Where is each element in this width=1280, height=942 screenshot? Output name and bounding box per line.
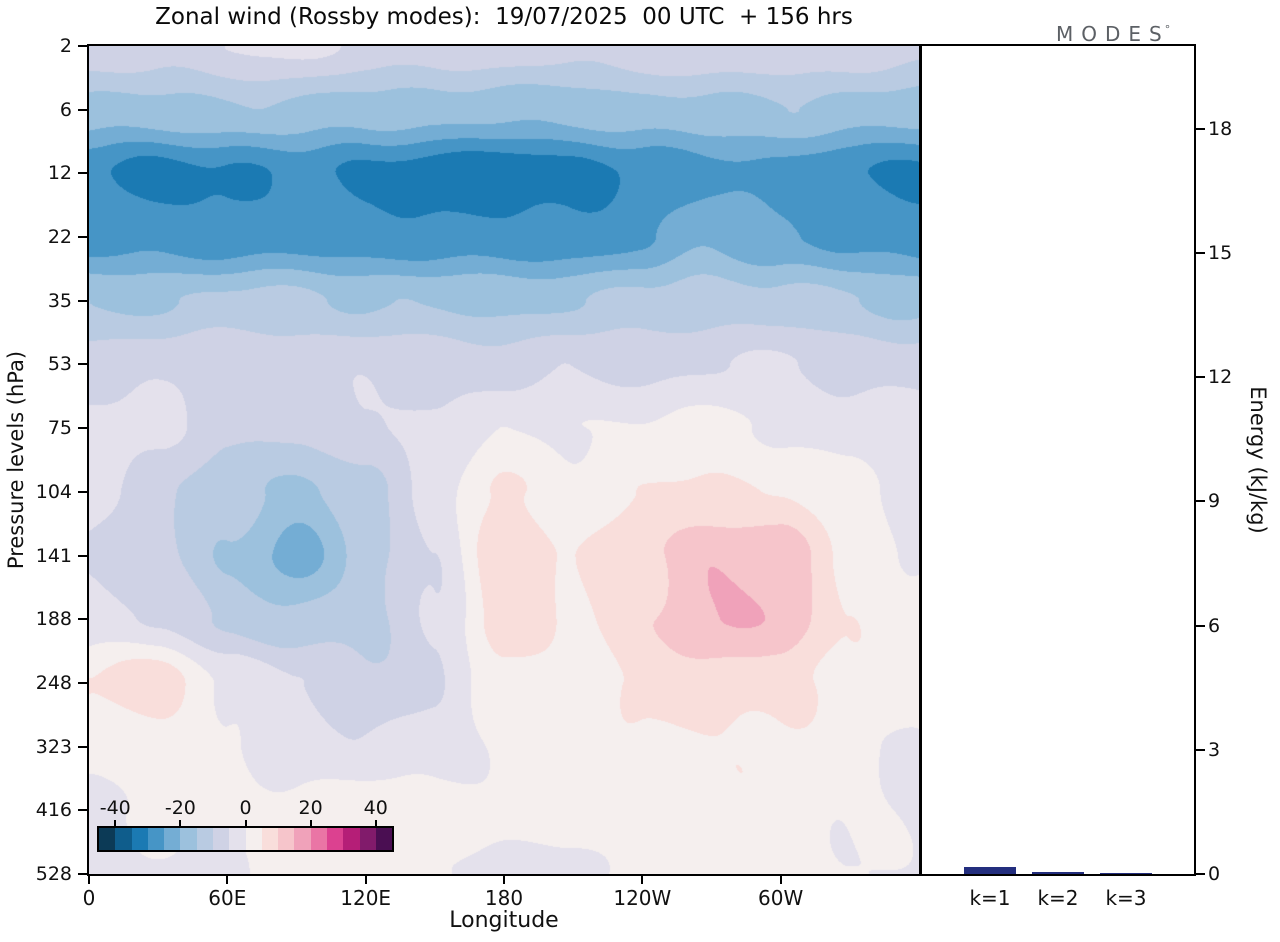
colorbar-cell — [131, 828, 148, 850]
k-label: k=1 — [969, 886, 1011, 910]
longitude-tick-label: 180 — [484, 886, 524, 910]
colorbar-cell — [229, 828, 246, 850]
pressure-tick-mark — [78, 363, 87, 366]
colorbar-cell — [164, 828, 181, 850]
modes-logo: MODES° — [1056, 22, 1170, 46]
energy-tick-label: 6 — [1208, 614, 1221, 637]
pressure-tick-label: 416 — [35, 799, 72, 822]
energy-tick-mark — [1196, 748, 1205, 751]
k-label: k=2 — [1037, 886, 1079, 910]
energy-tick-label: 3 — [1208, 738, 1221, 761]
pressure-tick-label: 6 — [59, 98, 72, 121]
longitude-axis-label: Longitude — [449, 908, 559, 933]
longitude-tick-mark — [503, 876, 505, 884]
colorbar-cell — [326, 828, 344, 850]
pressure-tick-mark — [78, 427, 87, 430]
pressure-tick-label: 12 — [47, 162, 72, 185]
longitude-tick-label: 60W — [758, 886, 804, 910]
pressure-tick-mark — [78, 45, 87, 47]
pressure-tick-mark — [78, 554, 87, 557]
pressure-tick-label: 188 — [35, 608, 72, 631]
longitude-tick-label: 120W — [613, 886, 672, 910]
pressure-tick-mark — [78, 745, 87, 748]
colorbar-cell — [245, 828, 262, 850]
colorbar — [97, 826, 394, 852]
colorbar-cell — [343, 828, 360, 850]
chart-title: Zonal wind (Rossby modes): 19/07/2025 00… — [155, 4, 853, 30]
colorbar-cell — [261, 828, 279, 850]
energy-panel — [920, 44, 1196, 876]
colorbar-cell — [99, 828, 116, 850]
colorbar-cell — [147, 828, 165, 850]
pressure-tick-mark — [78, 809, 87, 812]
pressure-tick-label: 248 — [35, 671, 72, 694]
pressure-tick-label: 35 — [47, 289, 72, 312]
modes-logo-mark: ° — [1164, 23, 1171, 37]
longitude-tick-mark — [364, 876, 367, 884]
longitude-tick-mark — [641, 876, 644, 884]
pressure-tick-mark — [78, 236, 87, 239]
colorbar-cell — [196, 828, 213, 850]
energy-tick-mark — [1196, 252, 1205, 254]
pressure-tick-mark — [78, 172, 87, 175]
energy-tick-label: 15 — [1208, 242, 1233, 264]
longitude-tick-label: 60E — [208, 886, 247, 910]
colorbar-cell — [294, 828, 311, 850]
energy-tick-mark — [1196, 500, 1205, 503]
energy-tick-label: 12 — [1208, 366, 1233, 389]
longitude-tick-mark — [779, 876, 782, 884]
energy-tick-label: 18 — [1208, 117, 1233, 140]
pressure-tick-mark — [78, 490, 87, 493]
longitude-tick-mark — [88, 876, 90, 884]
energy-tick-mark — [1196, 624, 1205, 627]
colorbar-cell — [359, 828, 376, 850]
pressure-tick-mark — [78, 299, 87, 302]
colorbar-cell — [375, 828, 393, 850]
colorbar-cell — [212, 828, 230, 850]
energy-tick-mark — [1196, 873, 1205, 875]
zonal-wind-contour-field — [89, 46, 919, 874]
pressure-tick-mark — [78, 873, 87, 875]
pressure-tick-label: 22 — [47, 226, 72, 249]
colorbar-cell — [310, 828, 327, 850]
longitude-tick-mark — [226, 876, 229, 884]
modes-logo-text: MODES — [1056, 22, 1170, 46]
colorbar-cell — [278, 828, 295, 850]
pressure-axis-label: Pressure levels (hPa) — [4, 350, 28, 570]
colorbar-cell — [115, 828, 132, 850]
k-label: k=3 — [1105, 886, 1147, 910]
longitude-tick-label: 120E — [340, 886, 392, 910]
energy-tick-mark — [1196, 127, 1205, 130]
pressure-tick-label: 2 — [59, 35, 72, 57]
energy-tick-mark — [1196, 376, 1205, 379]
pressure-tick-label: 528 — [35, 863, 72, 885]
energy-axis-label: Energy (kJ/kg) — [1246, 386, 1270, 534]
pressure-tick-mark — [78, 681, 87, 684]
colorbar-cell — [180, 828, 197, 850]
pressure-tick-mark — [78, 618, 87, 621]
longitude-tick-label: 0 — [82, 886, 96, 910]
pressure-tick-label: 323 — [35, 735, 72, 758]
contour-panel — [87, 44, 921, 876]
energy-tick-label: 9 — [1208, 490, 1221, 513]
energy-tick-label: 0 — [1208, 863, 1221, 885]
pressure-tick-mark — [78, 108, 87, 111]
